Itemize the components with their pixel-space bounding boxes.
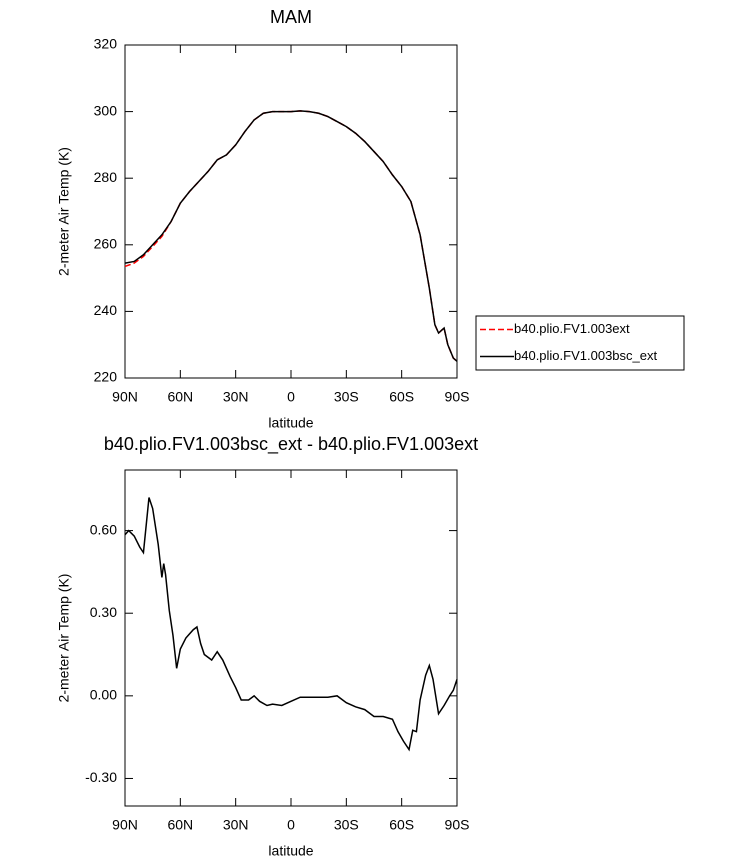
chart-title: MAM xyxy=(270,7,312,27)
y-tick-label: 0.00 xyxy=(90,687,117,703)
x-axis-label: latitude xyxy=(268,843,313,859)
legend-label: b40.plio.FV1.003bsc_ext xyxy=(514,348,657,363)
x-tick-label: 30S xyxy=(334,817,359,833)
plot-frame xyxy=(124,469,458,807)
x-tick-label: 30S xyxy=(334,389,359,405)
x-tick-label: 90N xyxy=(112,389,138,405)
y-tick-label: 220 xyxy=(94,369,118,385)
y-tick-label: 240 xyxy=(94,302,118,318)
x-tick-label: 60S xyxy=(389,817,414,833)
x-tick-label: 90S xyxy=(445,389,470,405)
x-tick-label: 60N xyxy=(167,817,193,833)
x-tick-label: 30N xyxy=(223,389,249,405)
series-line xyxy=(124,110,458,362)
series-line xyxy=(124,110,458,362)
x-tick-label: 60N xyxy=(167,389,193,405)
y-axis-label: 2-meter Air Temp (K) xyxy=(56,147,72,276)
y-axis-label: 2-meter Air Temp (K) xyxy=(56,574,72,703)
y-tick-label: 0.30 xyxy=(90,604,117,620)
y-tick-label: 280 xyxy=(94,169,118,185)
x-tick-label: 60S xyxy=(389,389,414,405)
y-tick-label: 260 xyxy=(94,236,118,252)
x-tick-label: 0 xyxy=(287,389,295,405)
series-line xyxy=(124,497,458,752)
legend-label: b40.plio.FV1.003ext xyxy=(514,321,630,336)
x-tick-label: 90S xyxy=(445,817,470,833)
x-tick-label: 90N xyxy=(112,817,138,833)
x-tick-label: 0 xyxy=(287,817,295,833)
y-tick-label: 300 xyxy=(94,102,118,118)
legend-box xyxy=(475,315,685,371)
x-tick-label: 30N xyxy=(223,817,249,833)
x-axis-label: latitude xyxy=(268,415,313,431)
y-tick-label: -0.30 xyxy=(85,769,117,785)
plot-frame xyxy=(124,44,458,379)
chart-title: b40.plio.FV1.003bsc_ext - b40.plio.FV1.0… xyxy=(104,434,478,455)
y-tick-label: 0.60 xyxy=(90,521,117,537)
y-tick-label: 320 xyxy=(94,36,118,52)
